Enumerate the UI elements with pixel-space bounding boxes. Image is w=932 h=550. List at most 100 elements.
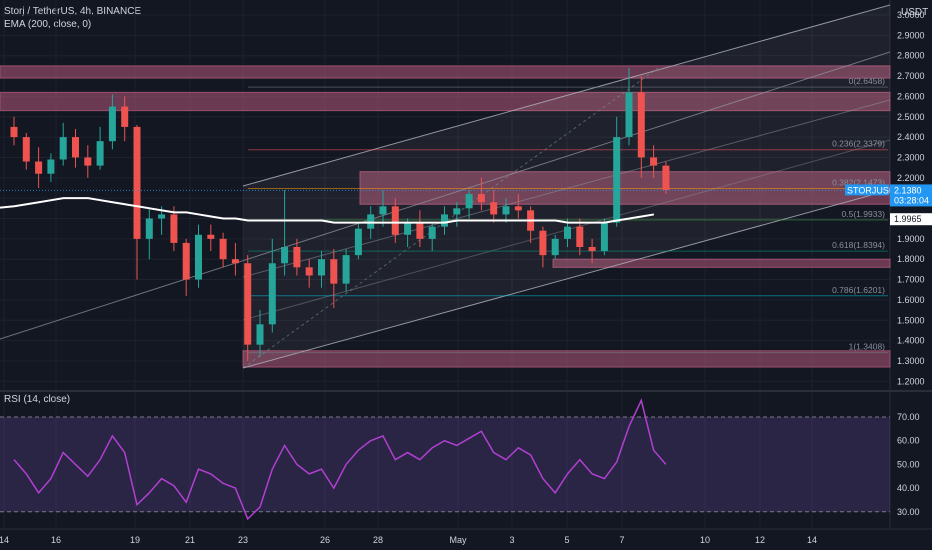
supply-demand-zone[interactable] xyxy=(552,258,891,268)
rsi-line[interactable] xyxy=(13,398,667,521)
rsi-tick-label: 70.00 xyxy=(897,412,920,422)
candle-body xyxy=(35,161,43,174)
time-tick-label: 21 xyxy=(185,535,195,545)
rsi-tick-label: 60.00 xyxy=(897,436,920,446)
candle-body xyxy=(416,222,424,239)
time-tick-label: 28 xyxy=(373,535,383,545)
price-tick-label: 1.2000 xyxy=(897,376,925,386)
ema-value-text: 1.9965 xyxy=(894,214,922,224)
price-tick-label: 2.5000 xyxy=(897,112,925,122)
price-tick-label: 2.8000 xyxy=(897,51,925,61)
candle-body xyxy=(502,206,510,215)
price-tick-label: 3.0000 xyxy=(897,10,925,20)
fib-level-label: 0.786(1.6201) xyxy=(832,285,885,295)
fib-trend-line[interactable] xyxy=(242,67,659,369)
time-tick-label: 26 xyxy=(320,535,330,545)
symbol-tag xyxy=(845,184,889,196)
candle-body xyxy=(367,214,375,229)
currency-label: USDT xyxy=(901,7,929,18)
candle-body xyxy=(145,218,153,239)
candle-body xyxy=(637,92,645,158)
price-tick-label: 1.5000 xyxy=(897,315,925,325)
candle-body xyxy=(539,230,547,256)
candle-body xyxy=(588,246,596,252)
rsi-tick-label: 40.00 xyxy=(897,483,920,493)
price-tick-label: 2.7000 xyxy=(897,71,925,81)
supply-demand-zone[interactable] xyxy=(0,91,891,112)
channel-upper-line[interactable] xyxy=(242,4,891,187)
time-tick-label: 16 xyxy=(51,535,61,545)
candle-body xyxy=(256,324,264,345)
candle-body xyxy=(625,92,633,138)
candle-body xyxy=(268,263,276,325)
candle-body xyxy=(293,246,301,268)
ema-line[interactable] xyxy=(0,197,655,224)
time-tick-label: 14 xyxy=(0,535,9,545)
price-tick-label: 2.2000 xyxy=(897,173,925,183)
supply-demand-zone[interactable] xyxy=(0,65,891,79)
candle-body xyxy=(318,259,325,276)
rsi-tick-label: 50.00 xyxy=(897,459,920,469)
time-tick-label: 3 xyxy=(509,535,514,545)
candle-body xyxy=(477,194,485,203)
candle-body xyxy=(441,214,448,227)
candle-body xyxy=(576,226,584,247)
time-tick-label: 23 xyxy=(238,535,248,545)
time-tick-label: 10 xyxy=(700,535,710,545)
supply-demand-zone[interactable] xyxy=(359,171,891,205)
candle-body xyxy=(207,234,215,239)
time-tick-label: 7 xyxy=(619,535,624,545)
price-tick-label: 1.3000 xyxy=(897,356,925,366)
fib-level-label: 0.236(2.3379) xyxy=(832,139,885,149)
candle-body xyxy=(428,226,436,239)
candle-body xyxy=(650,157,658,166)
candle-body xyxy=(158,214,166,219)
symbol-tag-text: STORJUSDT xyxy=(847,185,901,195)
time-tick-label: May xyxy=(449,535,467,545)
price-tick-label: 1.7000 xyxy=(897,275,925,285)
price-tick-label: 2.3000 xyxy=(897,152,925,162)
candle-body xyxy=(564,226,571,239)
candle-body xyxy=(219,238,227,260)
rsi-indicator-label[interactable]: RSI (14, close) xyxy=(4,394,71,405)
price-tick-label: 1.6000 xyxy=(897,295,925,305)
supply-demand-zone[interactable] xyxy=(242,350,891,368)
channel-fill xyxy=(243,5,890,368)
candle-body xyxy=(342,255,350,284)
price-tick-label: 2.6000 xyxy=(897,91,925,101)
rsi-tick-label: 30.00 xyxy=(897,507,920,517)
price-tick-label: 2.9000 xyxy=(897,30,925,40)
candle-body xyxy=(170,214,178,243)
candle-body xyxy=(195,234,202,280)
price-tick-label: 1.9000 xyxy=(897,234,925,244)
candle-body xyxy=(10,126,18,138)
candle-body xyxy=(354,228,362,256)
candle-body xyxy=(330,259,338,284)
candle-body xyxy=(281,246,289,264)
candle-body xyxy=(59,137,67,160)
ema-indicator-label[interactable]: EMA (200, close, 0) xyxy=(4,19,92,30)
candle-body xyxy=(96,141,104,166)
channel-middle-line[interactable] xyxy=(0,51,891,340)
fib-level-label: 0.5(1.9933) xyxy=(842,209,886,219)
candle-body xyxy=(133,126,141,239)
time-tick-label: 12 xyxy=(755,535,765,545)
candle-body xyxy=(662,165,670,191)
fib-level-label: 1(1.3408) xyxy=(849,342,886,352)
candle-countdown: 03:28:04 xyxy=(894,195,929,205)
time-tick-label: 5 xyxy=(564,535,569,545)
fib-level-label: 0.382(2.1473) xyxy=(832,178,885,188)
time-tick-label: 19 xyxy=(130,535,140,545)
candle-body xyxy=(108,106,116,142)
time-tick-label: 14 xyxy=(807,535,817,545)
candle-body xyxy=(391,206,399,235)
symbol-title: Storj / TetherUS, 4h, BINANCE xyxy=(4,6,142,17)
candle-body xyxy=(613,137,621,223)
candle-body xyxy=(22,137,30,162)
fib-level-label: 0.618(1.8394) xyxy=(832,240,885,250)
price-tick-label: 1.8000 xyxy=(897,254,925,264)
price-tick-label: 1.4000 xyxy=(897,336,925,346)
candle-body xyxy=(72,137,79,158)
candle-body xyxy=(465,194,473,209)
